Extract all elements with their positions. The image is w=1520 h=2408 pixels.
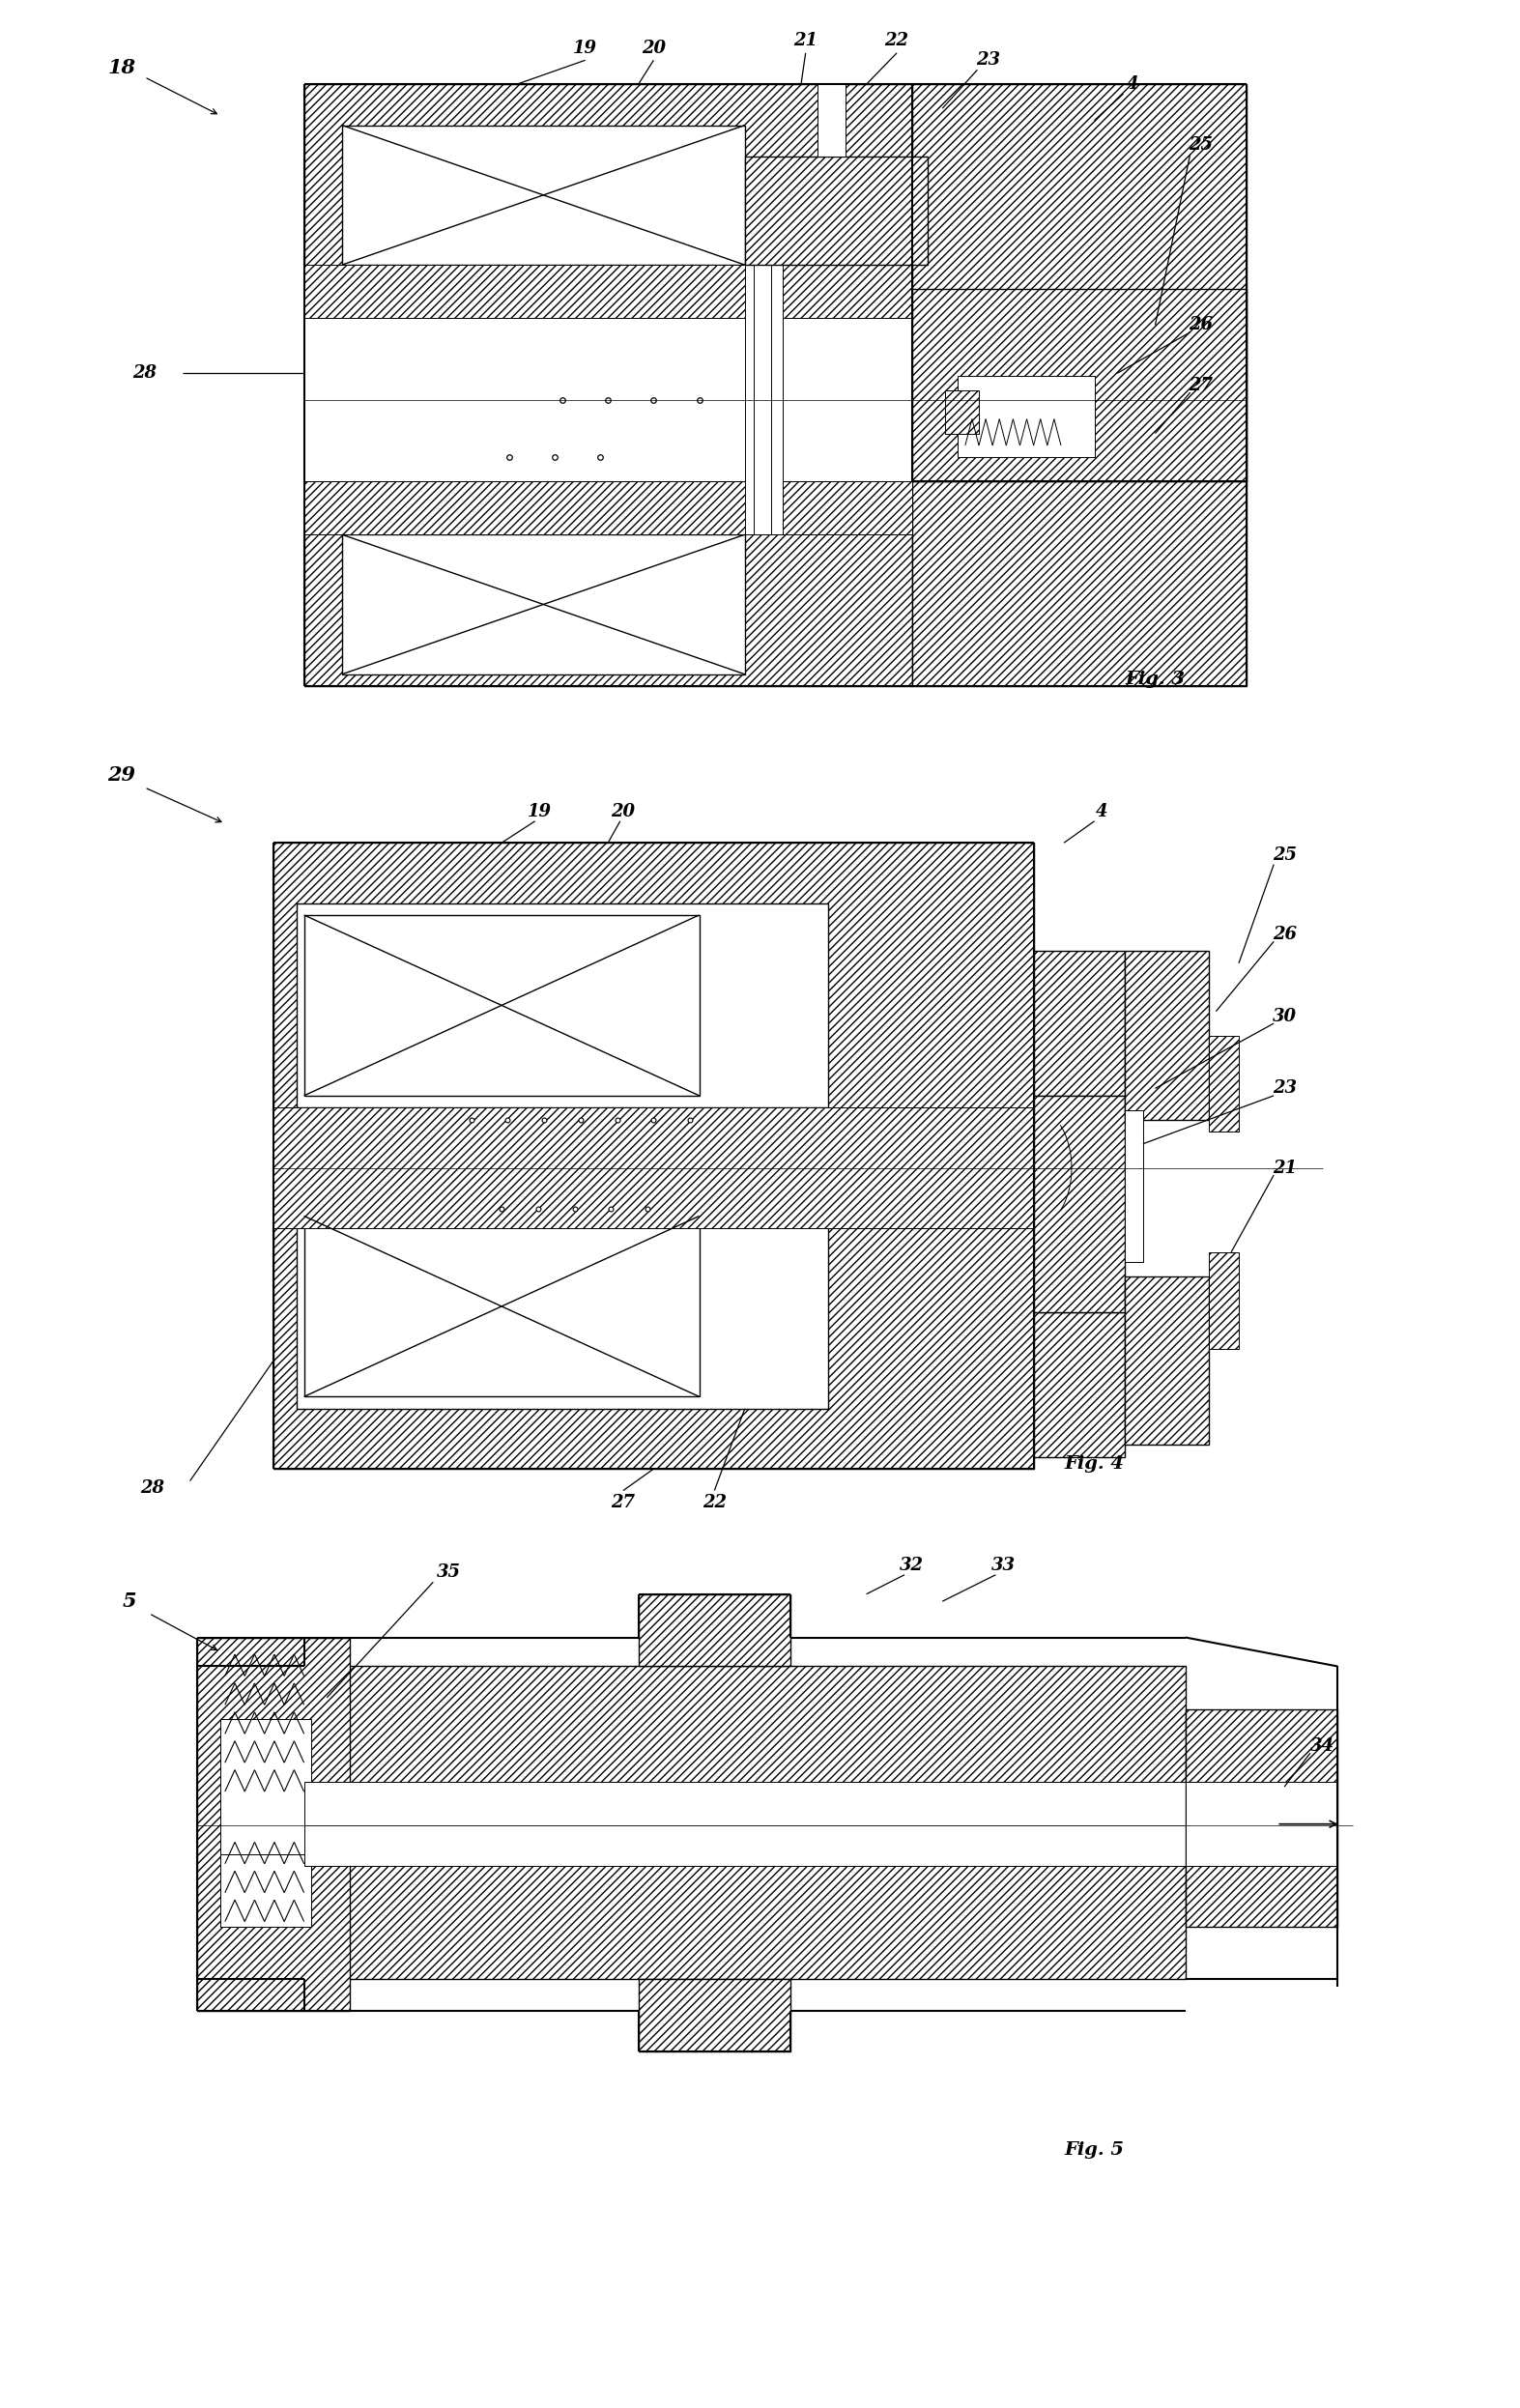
Text: 18: 18: [108, 58, 135, 77]
Text: 26: 26: [1189, 315, 1213, 335]
Bar: [1125, 1276, 1208, 1445]
Text: 22: 22: [885, 31, 909, 51]
Text: 32: 32: [900, 1556, 924, 1575]
Text: 22: 22: [702, 1493, 727, 1512]
Bar: [342, 125, 745, 265]
Bar: [198, 1637, 350, 2011]
Text: 23: 23: [1272, 1079, 1297, 1098]
Text: 5: 5: [122, 1592, 137, 1611]
Text: 19: 19: [573, 39, 597, 58]
Bar: [745, 265, 783, 535]
Text: 4: 4: [1126, 75, 1138, 94]
Bar: [342, 535, 745, 674]
Text: 25: 25: [1272, 845, 1297, 864]
Text: 20: 20: [641, 39, 666, 58]
Bar: [304, 482, 912, 535]
Text: 27: 27: [611, 1493, 635, 1512]
Text: 27: 27: [1189, 376, 1213, 395]
Bar: [945, 390, 979, 433]
Text: 19: 19: [527, 802, 552, 821]
Bar: [1034, 951, 1125, 1096]
Bar: [220, 1719, 312, 1854]
Bar: [912, 482, 1246, 686]
Bar: [304, 318, 912, 482]
Bar: [1034, 1096, 1125, 1312]
Bar: [818, 84, 845, 157]
Text: 21: 21: [793, 31, 818, 51]
Bar: [296, 903, 828, 1108]
Bar: [745, 157, 927, 265]
Text: 20: 20: [611, 802, 635, 821]
Bar: [304, 265, 912, 318]
Bar: [1208, 1035, 1239, 1132]
Bar: [296, 1204, 828, 1409]
Text: 26: 26: [1272, 925, 1297, 944]
Text: 35: 35: [436, 1563, 461, 1582]
Bar: [638, 1594, 790, 1666]
Bar: [304, 84, 912, 686]
Text: 28: 28: [132, 364, 157, 383]
Text: Fig. 5: Fig. 5: [1064, 2141, 1125, 2160]
Text: 21: 21: [1272, 1158, 1297, 1178]
Bar: [304, 1216, 699, 1397]
Bar: [220, 1854, 312, 1926]
Bar: [304, 1666, 1186, 1979]
Text: 28: 28: [140, 1479, 164, 1498]
Text: Fig. 4: Fig. 4: [1064, 1454, 1125, 1474]
Bar: [1125, 951, 1208, 1120]
Bar: [304, 915, 699, 1096]
Bar: [912, 289, 1246, 482]
Bar: [1208, 1252, 1239, 1348]
Text: 4: 4: [1096, 802, 1108, 821]
Text: 30: 30: [1272, 1007, 1297, 1026]
Bar: [1125, 1110, 1143, 1262]
Text: 25: 25: [1189, 135, 1213, 154]
Bar: [958, 376, 1094, 458]
Text: 29: 29: [108, 766, 135, 785]
Bar: [304, 1782, 1186, 1866]
Text: 33: 33: [991, 1556, 1015, 1575]
Bar: [274, 843, 1034, 1469]
Bar: [1034, 1312, 1125, 1457]
Bar: [1186, 1782, 1338, 1866]
Bar: [638, 1979, 790, 2052]
Text: 23: 23: [976, 51, 1000, 70]
Text: Fig. 3: Fig. 3: [1125, 669, 1186, 689]
Text: 34: 34: [1310, 1736, 1335, 1755]
Bar: [274, 1108, 1034, 1228]
Bar: [912, 84, 1246, 482]
Bar: [1186, 1710, 1338, 1926]
